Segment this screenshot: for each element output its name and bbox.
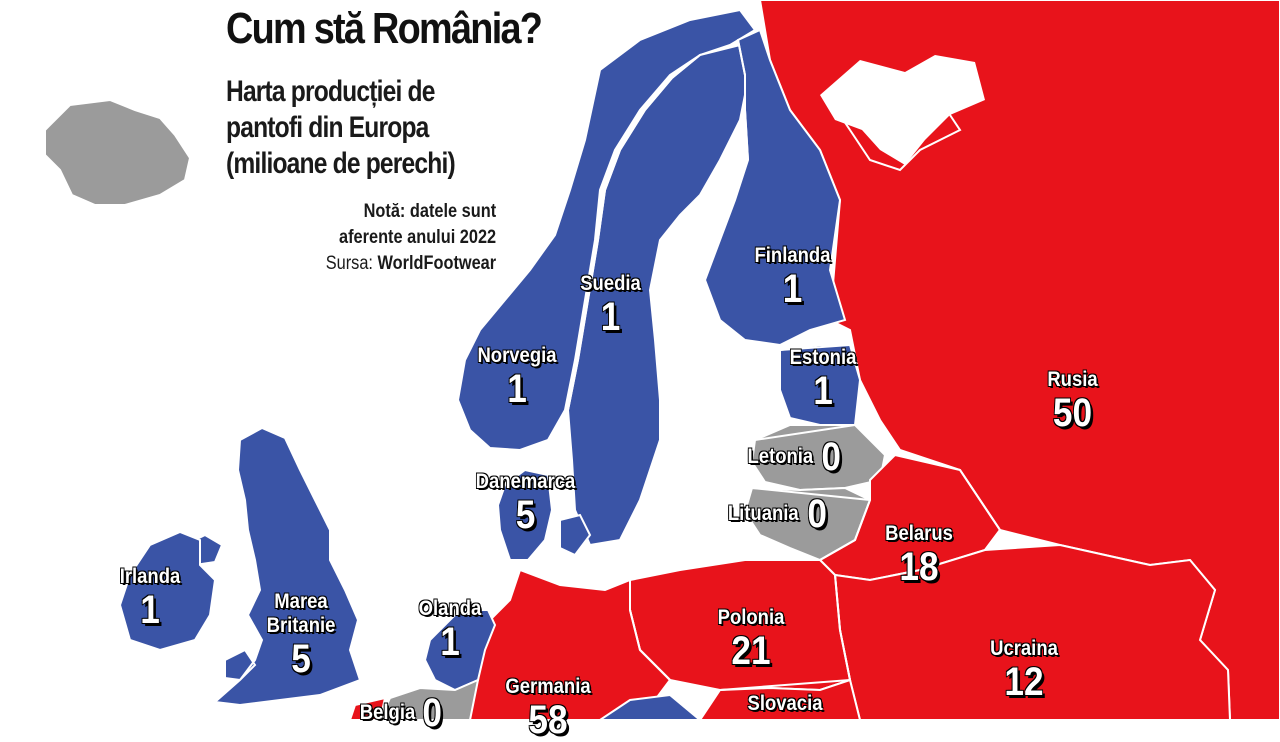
country-danemarca[interactable] <box>496 468 592 561</box>
subtitle-line: (milioane de perechi) <box>226 147 456 180</box>
subtitle-line: Harta producției de <box>226 75 435 108</box>
source-name: WorldFootwear <box>377 253 496 274</box>
country-franta <box>348 696 387 720</box>
map-title: Cum stă România? <box>226 4 543 53</box>
source-line: Sursa: WorldFootwear <box>326 251 496 277</box>
white-sea <box>820 55 985 165</box>
note-line: Notă: datele sunt <box>363 201 496 222</box>
subtitle-line: pantofi din Europa <box>226 111 429 144</box>
country-olanda[interactable] <box>423 609 497 692</box>
data-note: Notă: datele sunt aferente anului 2022 S… <box>326 199 496 277</box>
note-line: aferente anului 2022 <box>338 227 496 248</box>
borders <box>567 39 1002 691</box>
country-belgia[interactable] <box>378 678 480 720</box>
country-estonia[interactable] <box>779 344 862 426</box>
country-marea-britanie[interactable] <box>212 426 362 707</box>
country-islanda <box>44 98 192 206</box>
source-label: Sursa: <box>325 253 378 274</box>
country-central-blue <box>598 693 702 720</box>
map-subtitle: Harta producției de pantofi din Europa (… <box>226 74 505 182</box>
country-polonia[interactable] <box>629 559 852 692</box>
country-irlanda[interactable] <box>118 530 217 652</box>
europe-map <box>44 0 1280 720</box>
country-letonia[interactable] <box>750 424 887 492</box>
